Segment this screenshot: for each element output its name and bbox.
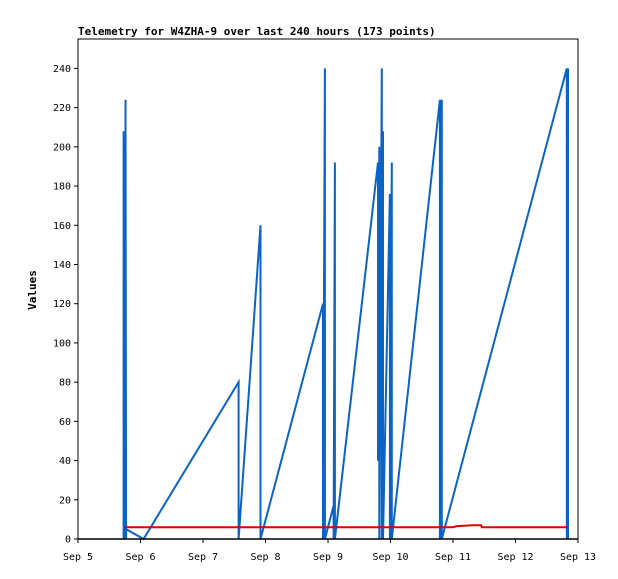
- y-tick-label: 0: [65, 535, 71, 546]
- y-tick-label: 240: [53, 64, 71, 75]
- y-tick-label: 220: [53, 103, 71, 114]
- y-tick-label: 100: [53, 338, 71, 349]
- y-tick-label: 160: [53, 221, 71, 232]
- x-tick-label: Sep 10: [372, 552, 408, 563]
- plot-frame: [77, 38, 579, 540]
- y-tick-label: 80: [59, 378, 71, 389]
- series-line-2: [124, 524, 568, 529]
- y-tick-label: 60: [59, 417, 71, 428]
- series-layer: [122, 68, 569, 541]
- y-tick-label: 20: [59, 495, 71, 506]
- y-tick-label: 140: [53, 260, 71, 271]
- x-axis: Sep 5 Sep 6 Sep 7 Sep 8 Sep 9 Sep 10 Sep 11 Sep…: [63, 539, 596, 563]
- x-tick-label: Sep 5: [63, 552, 93, 563]
- y-tick-label: 40: [59, 456, 71, 467]
- y-axis-label: Values: [26, 270, 39, 310]
- y-tick-label: 180: [53, 182, 71, 193]
- x-tick-label: Sep 13: [560, 552, 596, 563]
- x-tick-label: Sep 7: [188, 552, 218, 563]
- y-tick-label: 120: [53, 299, 71, 310]
- y-tick-label: 200: [53, 142, 71, 153]
- y-axis: 0 20 40 60 80 100 120 140 160 180 200 220 240: [53, 64, 78, 546]
- x-tick-label: Sep 6: [125, 552, 155, 563]
- x-tick-label: Sep 11: [435, 552, 471, 563]
- chart-title: Telemetry for W4ZHA-9 over last 240 hour…: [78, 25, 436, 38]
- x-tick-label: Sep 12: [497, 552, 533, 563]
- x-tick-label: Sep 9: [313, 552, 343, 563]
- x-tick-label: Sep 8: [250, 552, 280, 563]
- series-line-1: [122, 68, 569, 541]
